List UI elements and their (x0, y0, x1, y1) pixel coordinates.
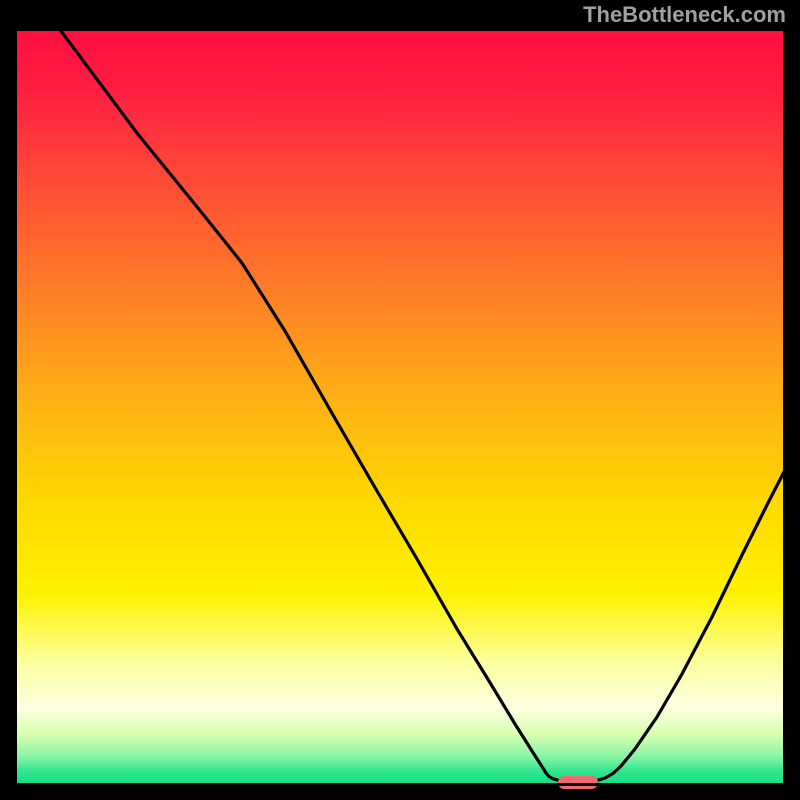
figure-root: TheBottleneck.com (0, 0, 800, 800)
plot-frame-border (14, 28, 786, 786)
